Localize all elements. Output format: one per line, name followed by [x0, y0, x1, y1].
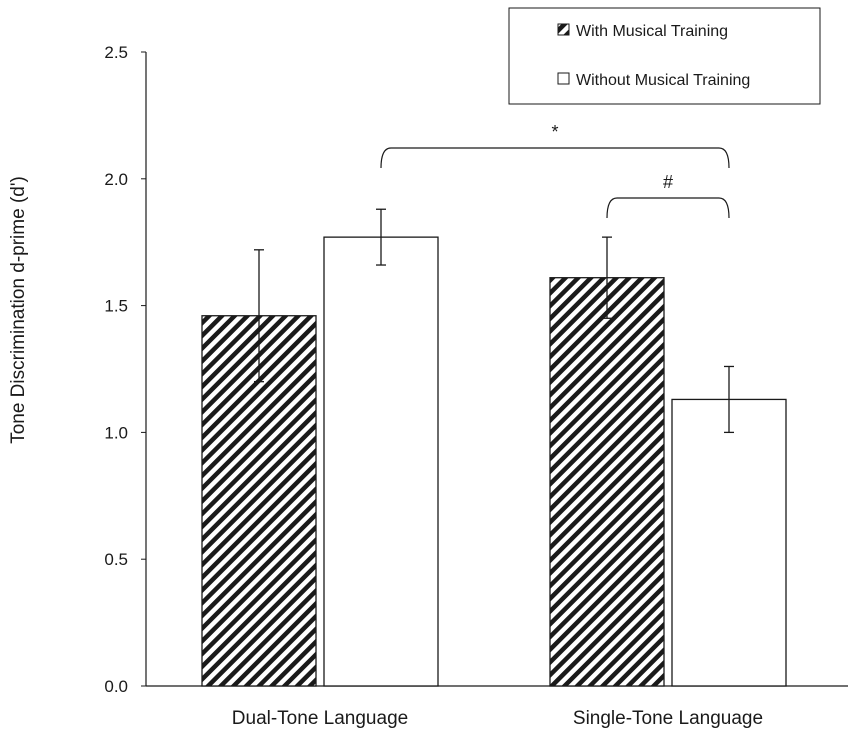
y-tick-label: 2.0	[104, 170, 128, 189]
y-tick-label: 2.5	[104, 43, 128, 62]
legend-label-with-training: With Musical Training	[576, 23, 728, 40]
significance-symbol: *	[551, 122, 558, 142]
bar-with-training	[549, 277, 665, 687]
y-tick-label: 1.0	[104, 423, 128, 442]
y-tick-labels: 0.0 0.5 1.0 1.5 2.0 2.5	[104, 43, 146, 696]
y-axis-label: Tone Discrimination d-prime (d')	[8, 176, 29, 444]
bar-without-training	[671, 398, 787, 687]
error-bars	[254, 208, 734, 434]
category-label: Single-Tone Language	[573, 708, 763, 729]
significance-annotations: *#	[380, 122, 730, 219]
y-tick-label: 0.0	[104, 677, 128, 696]
significance-symbol: #	[663, 172, 673, 192]
bars	[201, 236, 787, 687]
significance-bracket	[380, 147, 730, 169]
y-tick-label: 0.5	[104, 550, 128, 569]
bar-without-training	[323, 236, 439, 687]
legend-swatch-without-training	[557, 72, 570, 85]
category-label: Dual-Tone Language	[232, 708, 408, 729]
legend-label-without-training: Without Musical Training	[576, 72, 750, 89]
legend-swatch-with-training	[557, 23, 570, 36]
y-tick-label: 1.5	[104, 297, 128, 316]
significance-bracket	[606, 197, 730, 219]
category-labels: Dual-Tone Language Single-Tone Language	[232, 708, 763, 729]
legend: With Musical Training Without Musical Tr…	[508, 7, 821, 105]
